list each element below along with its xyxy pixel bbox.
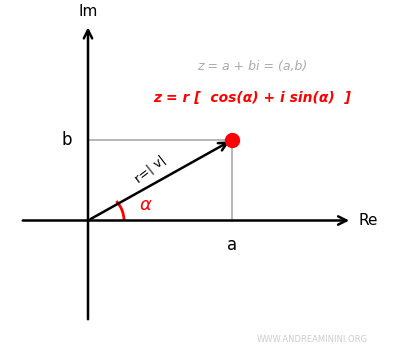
Text: z = a + bi = (a,b): z = a + bi = (a,b) (197, 60, 307, 73)
Text: a: a (227, 236, 237, 254)
Text: WWW.ANDREAMININI.ORG: WWW.ANDREAMININI.ORG (256, 335, 368, 344)
Text: r=| v|: r=| v| (133, 154, 169, 186)
Text: Im: Im (78, 4, 98, 19)
Text: Re: Re (358, 213, 378, 228)
Text: z = r [  cos(α) + i sin(α)  ]: z = r [ cos(α) + i sin(α) ] (153, 91, 351, 105)
Text: b: b (62, 131, 72, 149)
Text: α: α (139, 196, 151, 214)
